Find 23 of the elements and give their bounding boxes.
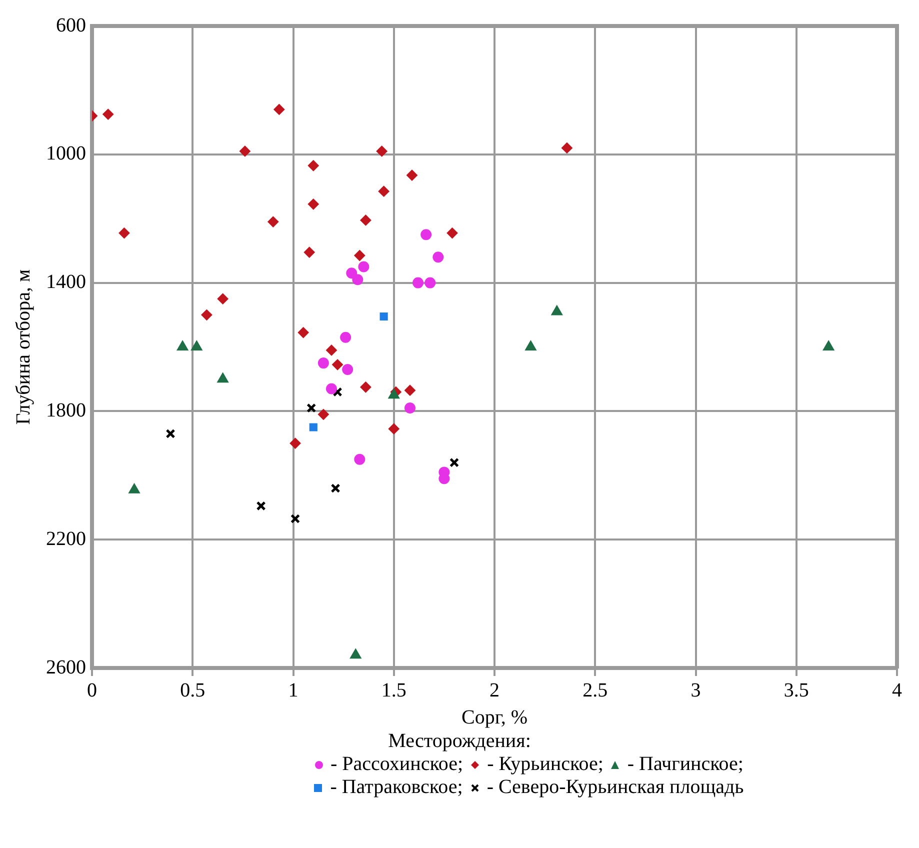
legend-label: - Курьинское; bbox=[487, 753, 604, 776]
legend-label: - Северо-Курьинская площадь bbox=[486, 776, 744, 799]
x-axis-title: Сорг, % bbox=[462, 706, 528, 728]
y-tick-label: 600 bbox=[56, 14, 86, 36]
legend-title: Месторождения: bbox=[387, 730, 532, 753]
x-tick-label: 0 bbox=[87, 679, 97, 702]
y-tick-label: 1000 bbox=[46, 142, 86, 165]
x-tick-label: 2 bbox=[490, 679, 500, 702]
legend-label: - Пачгинское; bbox=[627, 753, 744, 776]
y-tick-label: 2600 bbox=[46, 656, 86, 678]
legend-label: - Рассохинское; bbox=[330, 753, 464, 776]
x-tick-label: 3.5 bbox=[784, 679, 809, 702]
x-tick-label: 4 bbox=[892, 679, 902, 702]
x-tick-label: 1.5 bbox=[381, 679, 406, 702]
x-tick-label: 2.5 bbox=[582, 679, 608, 702]
legend-label: - Патраковское; bbox=[330, 776, 463, 799]
y-tick-label: 1800 bbox=[46, 399, 86, 422]
x-tick-label: 3 bbox=[690, 679, 701, 702]
y-tick-label: 1400 bbox=[46, 271, 86, 294]
x-tick-label: 0.5 bbox=[180, 679, 206, 702]
x-tick-label: 1 bbox=[288, 679, 298, 702]
y-axis-title: Глубина отбора, м bbox=[12, 268, 34, 425]
y-tick-label: 2200 bbox=[46, 528, 86, 550]
